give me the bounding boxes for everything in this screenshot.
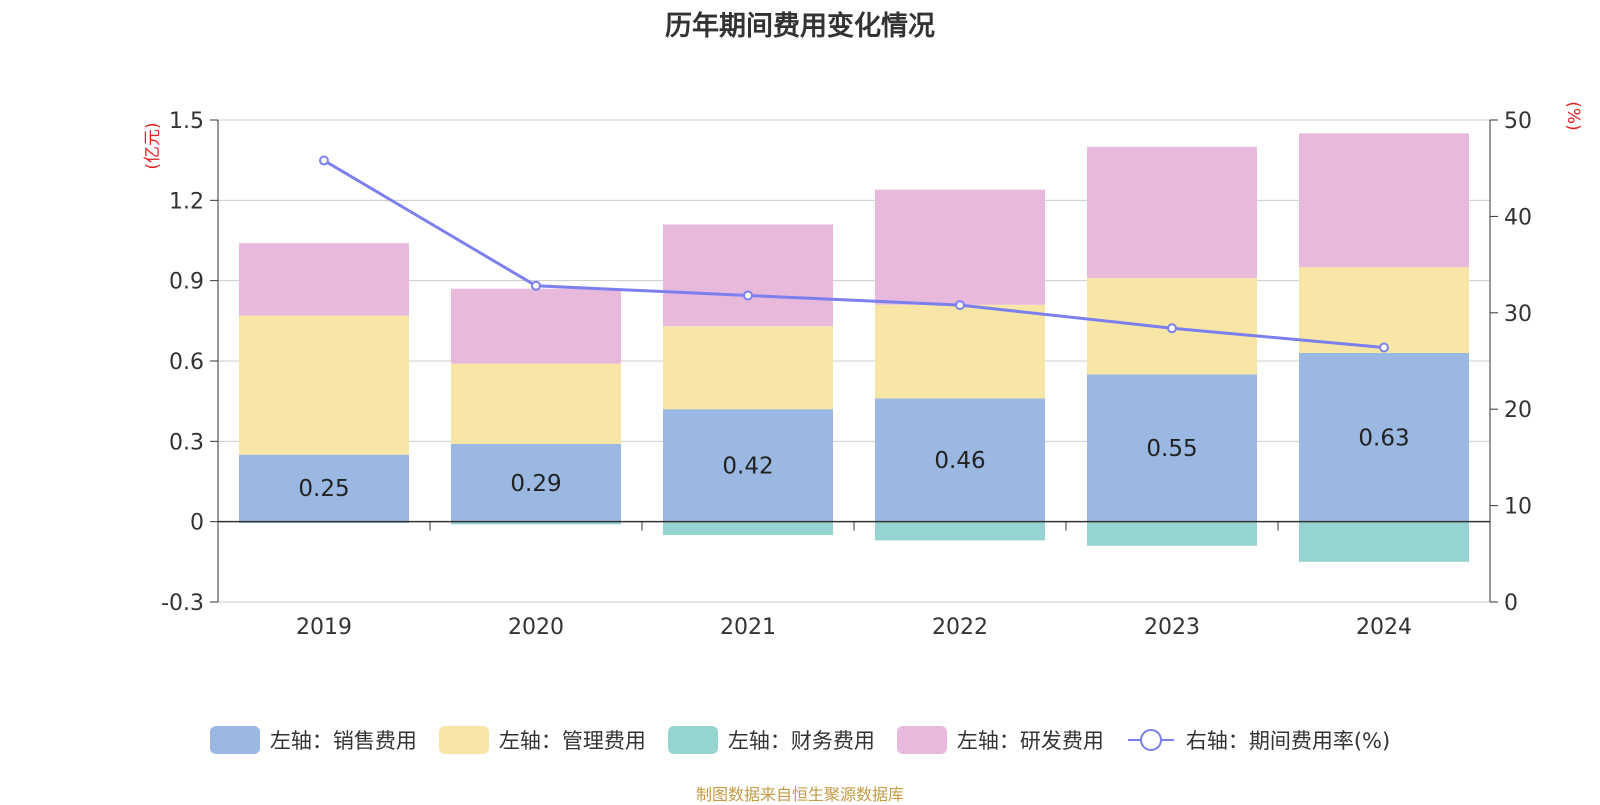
x-tick-label: 2020 [508, 615, 564, 640]
right-tick-label: 0 [1504, 591, 1518, 616]
bar-2019-series-0 [239, 454, 409, 522]
left-tick-label: 1.2 [169, 189, 204, 214]
legend-marker [1139, 729, 1162, 751]
bar-2020-series-0 [451, 444, 621, 522]
bar-2021-series-2 [663, 521, 833, 536]
bar-2023-series-0 [1087, 374, 1257, 522]
bar-2020-series-1 [451, 363, 621, 445]
left-axis-title: (亿元) [143, 122, 163, 169]
bar-2021-series-1 [663, 326, 833, 410]
left-tick-label: 0.6 [169, 350, 204, 375]
bar-value-label: 0.29 [510, 471, 561, 497]
rate-line [319, 155, 1389, 353]
left-tick-label: 1.5 [169, 109, 204, 134]
axes: -0.3 0 0.3 0.6 0.9 1.2 1.5 0 10 20 30 40 50 (亿元) (%) 20… [143, 101, 1583, 640]
bar-2019-series-3 [239, 243, 409, 316]
right-tick-label: 50 [1504, 109, 1532, 134]
right-tick-label: 10 [1504, 495, 1532, 520]
rate-point-2023 [1167, 323, 1177, 334]
bar-2024-series-1 [1299, 267, 1469, 353]
legend-swatch [667, 726, 718, 754]
rate-point-2021 [743, 290, 753, 301]
legend-label: 左轴：管理费用 [498, 729, 646, 753]
right-tick-label: 20 [1504, 398, 1532, 423]
bar-2024-series-0 [1299, 352, 1469, 522]
bar-2024-series-3 [1299, 133, 1469, 268]
grid-lines [218, 119, 1490, 603]
bar-2023-series-3 [1087, 146, 1257, 278]
bar-value-label: 0.55 [1146, 436, 1197, 462]
bar-value-label: 0.42 [722, 453, 773, 479]
bar-2022-series-2 [875, 521, 1045, 541]
bar-2021-series-0 [663, 409, 833, 522]
bar-2022-series-0 [875, 398, 1045, 522]
rate-point-2022 [955, 300, 965, 311]
x-tick-label: 2021 [720, 615, 776, 640]
bar-2024-series-2 [1299, 521, 1469, 562]
x-tick-label: 2023 [1144, 615, 1200, 640]
legend-swatch [896, 726, 947, 754]
bar-2019-series-1 [239, 315, 409, 455]
bar-2023-series-2 [1087, 521, 1257, 546]
left-tick-label: 0.9 [169, 270, 204, 295]
bar-value-label: 0.46 [934, 448, 985, 474]
bar-2022-series-1 [875, 304, 1045, 399]
legend-label: 左轴：研发费用 [956, 729, 1104, 753]
rate-point-2020 [531, 280, 541, 291]
x-tick-label: 2022 [932, 615, 988, 640]
legend-label: 左轴：财务费用 [727, 729, 875, 753]
legend-item[interactable]: 左轴：财务费用 [667, 725, 875, 755]
data-labels: 0.25 0.29 0.42 0.46 0.55 0.63 [298, 425, 1409, 502]
legend-label: 右轴：期间费用率(%) [1185, 729, 1391, 753]
legend: 左轴：销售费用 左轴：管理费用 左轴：财务费用 左轴：研发费用 右轴：期间费用率(%) [0, 720, 1600, 760]
legend-item[interactable]: 右轴：期间费用率(%) [1126, 725, 1390, 755]
legend-swatch [438, 726, 489, 754]
bar-value-label: 0.25 [298, 476, 349, 502]
right-tick-label: 30 [1504, 302, 1532, 327]
x-tick-label: 2019 [296, 615, 352, 640]
rate-point-2024 [1379, 342, 1389, 353]
left-tick-label: 0.3 [169, 430, 204, 455]
bar-2020-series-2 [451, 521, 621, 525]
chart-title: 历年期间费用变化情况 [665, 11, 935, 42]
bar-2022-series-3 [875, 189, 1045, 305]
legend-label: 左轴：销售费用 [269, 729, 417, 753]
rate-line-path [323, 159, 1385, 349]
bar-value-label: 0.63 [1358, 425, 1409, 451]
left-tick-label: 0 [190, 511, 204, 536]
right-axis-title: (%) [1563, 101, 1583, 130]
bar-2021-series-3 [663, 224, 833, 327]
rate-point-2019 [319, 155, 329, 166]
x-tick-label: 2024 [1356, 615, 1412, 640]
legend-swatch [209, 726, 260, 754]
right-tick-label: 40 [1504, 205, 1532, 230]
legend-line-swatch [1127, 729, 1174, 751]
legend-item[interactable]: 左轴：销售费用 [209, 725, 417, 755]
bars [239, 133, 1469, 562]
legend-item[interactable]: 左轴：研发费用 [896, 725, 1104, 755]
bar-2020-series-3 [451, 288, 621, 364]
legend-item[interactable]: 左轴：管理费用 [438, 725, 646, 755]
source-note: 制图数据来自恒生聚源数据库 [695, 785, 904, 804]
left-tick-label: -0.3 [161, 591, 204, 616]
